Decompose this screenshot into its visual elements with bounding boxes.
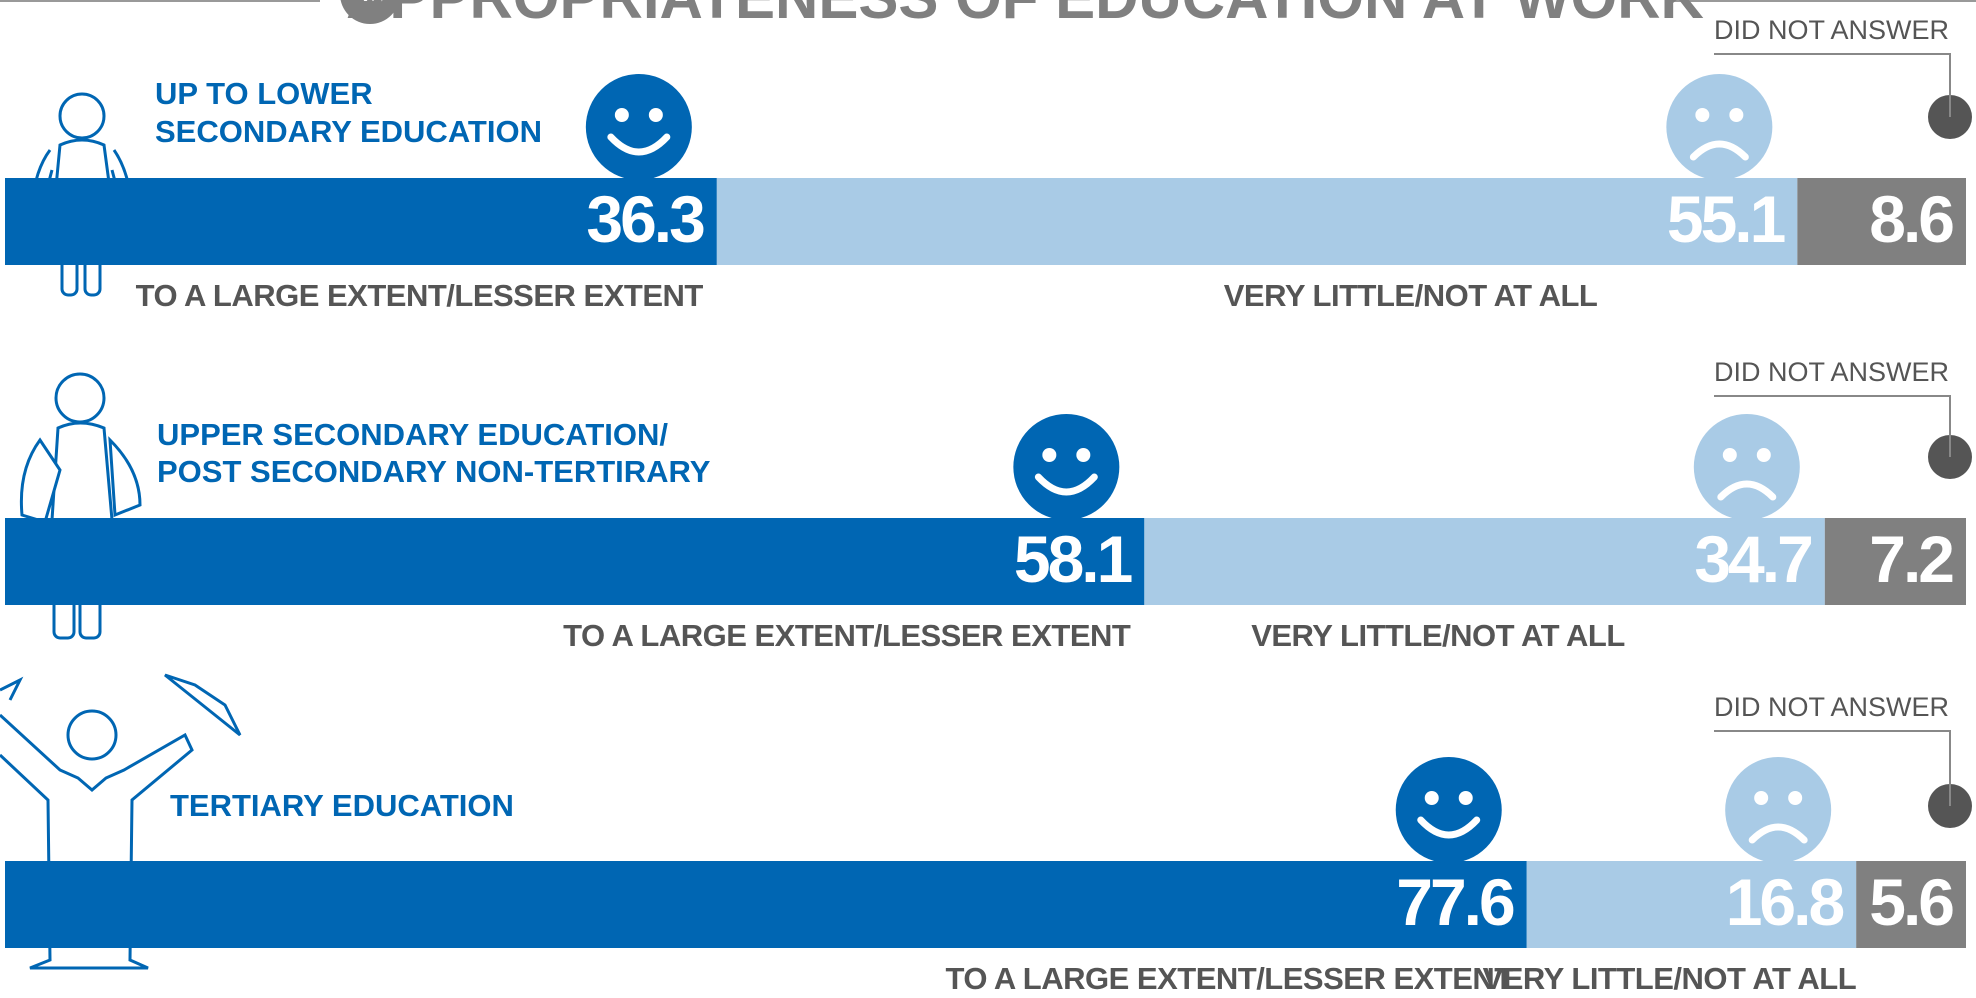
- infographic: % APPROPRIATENESS OF EDUCATION AT WORK U…: [0, 0, 1976, 998]
- category-label: UPPER SECONDARY EDUCATION/: [157, 417, 668, 452]
- smiley-icon: [586, 74, 692, 180]
- category-label: POST SECONDARY NON-TERTIRARY: [157, 454, 711, 489]
- category-label: UP TO LOWER: [155, 76, 373, 111]
- legend-label: TO A LARGE EXTENT/LESSER EXTENT: [136, 278, 704, 313]
- icon-eye: [1788, 791, 1802, 805]
- value-label: 55.1: [1667, 182, 1785, 256]
- legend-label: VERY LITTLE/NOT AT ALL: [1483, 961, 1857, 996]
- bar-segment: [5, 861, 1527, 948]
- icon-eye: [1723, 448, 1737, 462]
- frown-icon: [1694, 414, 1800, 520]
- value-label: 77.6: [1396, 865, 1514, 939]
- icon-eye: [649, 108, 663, 122]
- category-label: SECONDARY EDUCATION: [155, 114, 542, 149]
- icon-eye: [1459, 791, 1473, 805]
- value-label: 7.2: [1869, 522, 1953, 596]
- icon-eye: [1757, 448, 1771, 462]
- value-label: 16.8: [1726, 865, 1844, 939]
- icon-eye: [615, 108, 629, 122]
- legend-label: DID NOT ANSWER: [1714, 692, 1949, 722]
- frown-icon: [1666, 74, 1772, 180]
- value-label: 36.3: [586, 182, 704, 256]
- legend-label: DID NOT ANSWER: [1714, 15, 1949, 45]
- value-label: 58.1: [1014, 522, 1132, 596]
- bar-segment: [5, 518, 1144, 605]
- smiley-icon: [1013, 414, 1119, 520]
- legend-label: TO A LARGE EXTENT/LESSER EXTENT: [945, 961, 1513, 996]
- value-label: 34.7: [1694, 522, 1811, 596]
- icon-eye: [1695, 108, 1709, 122]
- smiley-icon: [1396, 757, 1502, 863]
- legend-label: VERY LITTLE/NOT AT ALL: [1224, 278, 1598, 313]
- value-label: 5.6: [1869, 865, 1953, 939]
- legend-label: DID NOT ANSWER: [1714, 357, 1949, 387]
- icon-eye: [1729, 108, 1743, 122]
- legend-label: VERY LITTLE/NOT AT ALL: [1251, 618, 1625, 653]
- frown-icon: [1725, 757, 1831, 863]
- bar-segment: [717, 178, 1798, 265]
- category-label: TERTIARY EDUCATION: [170, 788, 514, 823]
- icon-eye: [1425, 791, 1439, 805]
- icon-eye: [1042, 448, 1056, 462]
- icon-eye: [1754, 791, 1768, 805]
- icon-eye: [1076, 448, 1090, 462]
- value-label: 8.6: [1869, 182, 1953, 256]
- legend-label: TO A LARGE EXTENT/LESSER EXTENT: [563, 618, 1131, 653]
- chart-title: APPROPRIATENESS OF EDUCATION AT WORK: [346, 0, 1704, 31]
